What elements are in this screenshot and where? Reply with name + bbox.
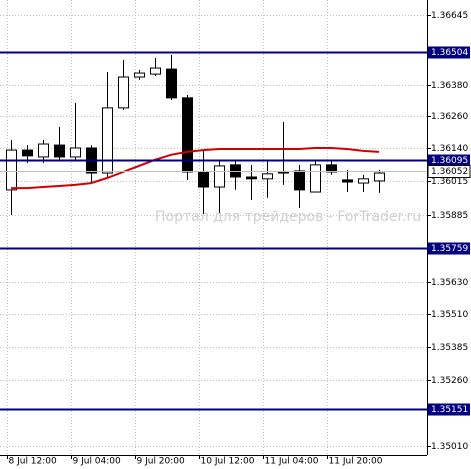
candle-body — [262, 173, 273, 180]
candle-body — [38, 143, 49, 158]
y-tick-label: 1.35260 — [431, 376, 468, 386]
candle-body — [118, 76, 129, 109]
candle-body — [134, 72, 145, 78]
moving-average — [11, 147, 380, 190]
candle-body — [342, 179, 353, 183]
candle-body — [326, 164, 337, 173]
x-tick-label: 9 Jul 20:00 — [137, 457, 186, 467]
level-label-box — [428, 154, 470, 167]
plot — [0, 51, 427, 411]
candle-body — [70, 147, 81, 158]
candle-body — [230, 164, 241, 178]
y-tick-label: 1.35885 — [431, 211, 468, 221]
axis-labels: 1.36645 1.36380 1.36260 1.36140 1.36015 1.358… — [7, 11, 471, 467]
candle-body — [102, 107, 113, 174]
candle-body — [246, 176, 257, 180]
y-tick-label: 1.35630 — [431, 278, 468, 288]
level-label-box — [428, 46, 470, 59]
level-label: 1.35759 — [431, 244, 468, 254]
x-tick-label: 11 Jul 20:00 — [329, 457, 383, 467]
y-tick-label: 1.36645 — [431, 11, 468, 21]
candle-body — [374, 172, 385, 182]
y-tick-label: 1.36380 — [431, 81, 468, 91]
level-label: 1.35151 — [431, 405, 468, 415]
bid-label-box — [427, 165, 471, 178]
candle-body — [310, 164, 321, 193]
x-tick-label: 8 Jul 12:00 — [9, 457, 58, 467]
candle-body — [278, 171, 289, 174]
candle-body — [150, 67, 161, 75]
candle-body — [294, 170, 305, 191]
level-label-box — [428, 242, 470, 255]
x-tick-label: 10 Jul 12:00 — [201, 457, 255, 467]
watermark: Портал для трейдеров - ForTrader.ru — [155, 209, 421, 225]
y-tick-label: 1.36015 — [431, 177, 468, 187]
y-tick-label: 1.36260 — [431, 112, 468, 122]
candle-body — [214, 165, 225, 188]
x-tick-label: 11 Jul 04:00 — [265, 457, 319, 467]
level-label-box — [428, 403, 470, 416]
candle-body — [6, 149, 17, 191]
candle-body — [358, 178, 369, 184]
y-tick-label: 1.35010 — [431, 442, 468, 452]
candle-body — [166, 68, 177, 99]
x-tick-label: 9 Jul 04:00 — [73, 457, 122, 467]
y-tick-label: 1.36140 — [431, 144, 468, 154]
candle-body — [198, 171, 209, 188]
y-tick-label: 1.35510 — [431, 310, 468, 320]
candle-body — [22, 149, 33, 157]
level-label: 1.36504 — [431, 48, 468, 58]
level-label: 1.36095 — [431, 156, 468, 166]
bid-label: 1.36052 — [431, 167, 468, 177]
y-tick-label: 1.35385 — [431, 343, 468, 353]
candle-body — [54, 144, 65, 158]
